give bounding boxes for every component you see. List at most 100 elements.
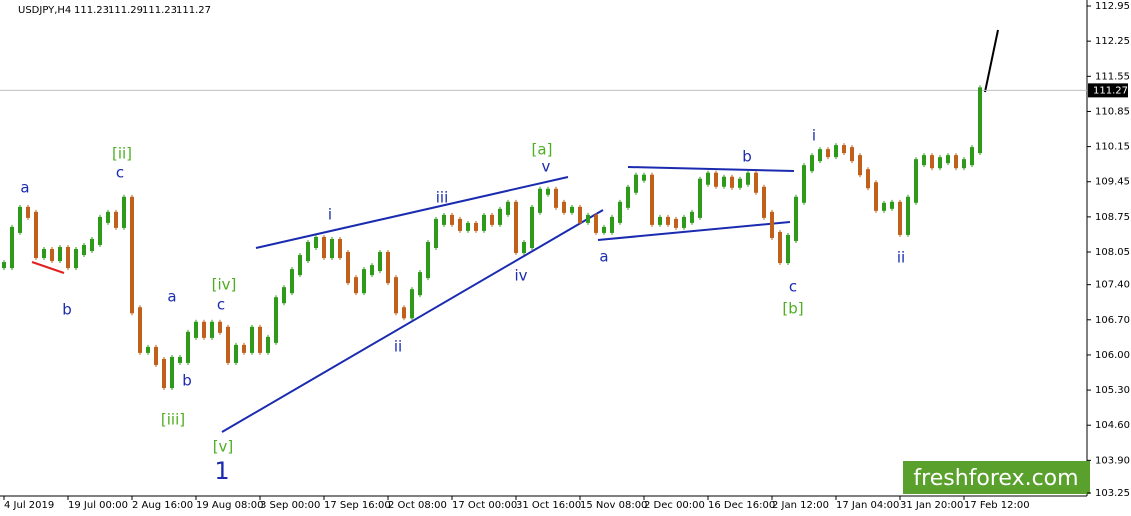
projection-line (984, 29, 999, 93)
bar (810, 155, 814, 172)
bar (410, 289, 414, 319)
bar (682, 216, 686, 228)
y-tick-label: 111.55 (1095, 71, 1130, 82)
bar (170, 356, 174, 389)
y-tick-label: 108.05 (1095, 247, 1130, 258)
bar (226, 326, 230, 363)
bar (714, 172, 718, 187)
bar (106, 211, 110, 223)
bar (354, 277, 358, 294)
trend-lines (221, 166, 795, 433)
trend-line (221, 209, 604, 433)
wave-label: a (20, 179, 29, 197)
y-tick-label: 106.00 (1095, 350, 1130, 361)
wave-label: ii (897, 249, 905, 267)
bar (842, 145, 846, 154)
price-tag (1088, 83, 1128, 98)
bar (218, 321, 222, 333)
bar (370, 265, 374, 276)
trend-line (255, 176, 569, 249)
bar (906, 196, 910, 235)
bar (650, 174, 654, 225)
bar (834, 145, 838, 158)
y-tick-label: 103.90 (1095, 455, 1130, 466)
trend-line (627, 166, 795, 172)
y-tick-label: 112.25 (1095, 36, 1130, 47)
bar (762, 186, 766, 218)
bar (250, 326, 254, 353)
wave-label: i (812, 127, 816, 145)
x-tick-label: 17 Oct 00:00 (452, 500, 517, 511)
bar (602, 226, 606, 233)
y-tick-label: 110.85 (1095, 106, 1130, 117)
wave-label: [a] (532, 141, 553, 159)
bar (114, 211, 118, 228)
high: 111.29 (108, 5, 143, 16)
bar (738, 178, 742, 188)
bar (10, 226, 14, 269)
bar (18, 206, 22, 233)
bar (962, 159, 966, 169)
bar (234, 344, 238, 363)
bar (970, 147, 974, 166)
bar (610, 216, 614, 233)
wave-label: [ii] (112, 145, 132, 163)
bar (306, 241, 310, 262)
bar (378, 252, 382, 272)
bar (282, 287, 286, 304)
bar (546, 188, 550, 195)
y-tick-label: 107.40 (1095, 280, 1130, 291)
trend-line (597, 221, 791, 241)
bar (898, 201, 902, 235)
bar (442, 214, 446, 225)
bar (818, 149, 822, 162)
x-tick-label: 3 Sep 00:00 (260, 500, 320, 511)
bar (474, 222, 478, 231)
y-tick-label: 105.30 (1095, 385, 1130, 396)
bar (42, 249, 46, 259)
x-tick-label: 17 Feb 12:00 (964, 500, 1030, 511)
bar (786, 234, 790, 264)
bar (210, 321, 214, 338)
bar (458, 218, 462, 231)
y-tick-label: 109.45 (1095, 177, 1130, 188)
close: 111.27 (176, 5, 211, 16)
bar (154, 346, 158, 365)
bar (706, 172, 710, 185)
bar (426, 241, 430, 279)
bar (162, 358, 166, 389)
bar (978, 87, 982, 154)
bar (802, 165, 806, 203)
bar (594, 214, 598, 233)
bar (938, 157, 942, 169)
bar (90, 238, 94, 251)
wave-label: [b] (782, 300, 803, 318)
bar (506, 201, 510, 215)
bar (58, 247, 62, 262)
bar (298, 255, 302, 276)
bar (642, 174, 646, 181)
bar (858, 155, 862, 176)
bar (954, 155, 958, 169)
bar (770, 211, 774, 238)
x-tick-label: 19 Aug 08:00 (196, 500, 263, 511)
x-tick-label: 2 Dec 00:00 (644, 500, 705, 511)
bar (434, 218, 438, 248)
bar (930, 155, 934, 169)
price-tag-label: 111.27 (1093, 85, 1128, 96)
watermark-box (903, 461, 1090, 494)
wave-label: b (62, 301, 72, 319)
x-tick-label: 4 Jul 2019 (4, 500, 54, 511)
bar (922, 155, 926, 166)
bar (522, 241, 526, 254)
open: 111.23 (74, 5, 109, 16)
bar (626, 186, 630, 208)
bar (794, 196, 798, 241)
bar (50, 249, 54, 262)
x-tick-label: 17 Sep 16:00 (324, 500, 391, 511)
bar (882, 202, 886, 211)
wave-label: 1 (214, 457, 229, 485)
x-tick-label: 2 Aug 16:00 (132, 500, 193, 511)
bar (290, 269, 294, 294)
x-tick-label: 15 Nov 08:00 (580, 500, 647, 511)
